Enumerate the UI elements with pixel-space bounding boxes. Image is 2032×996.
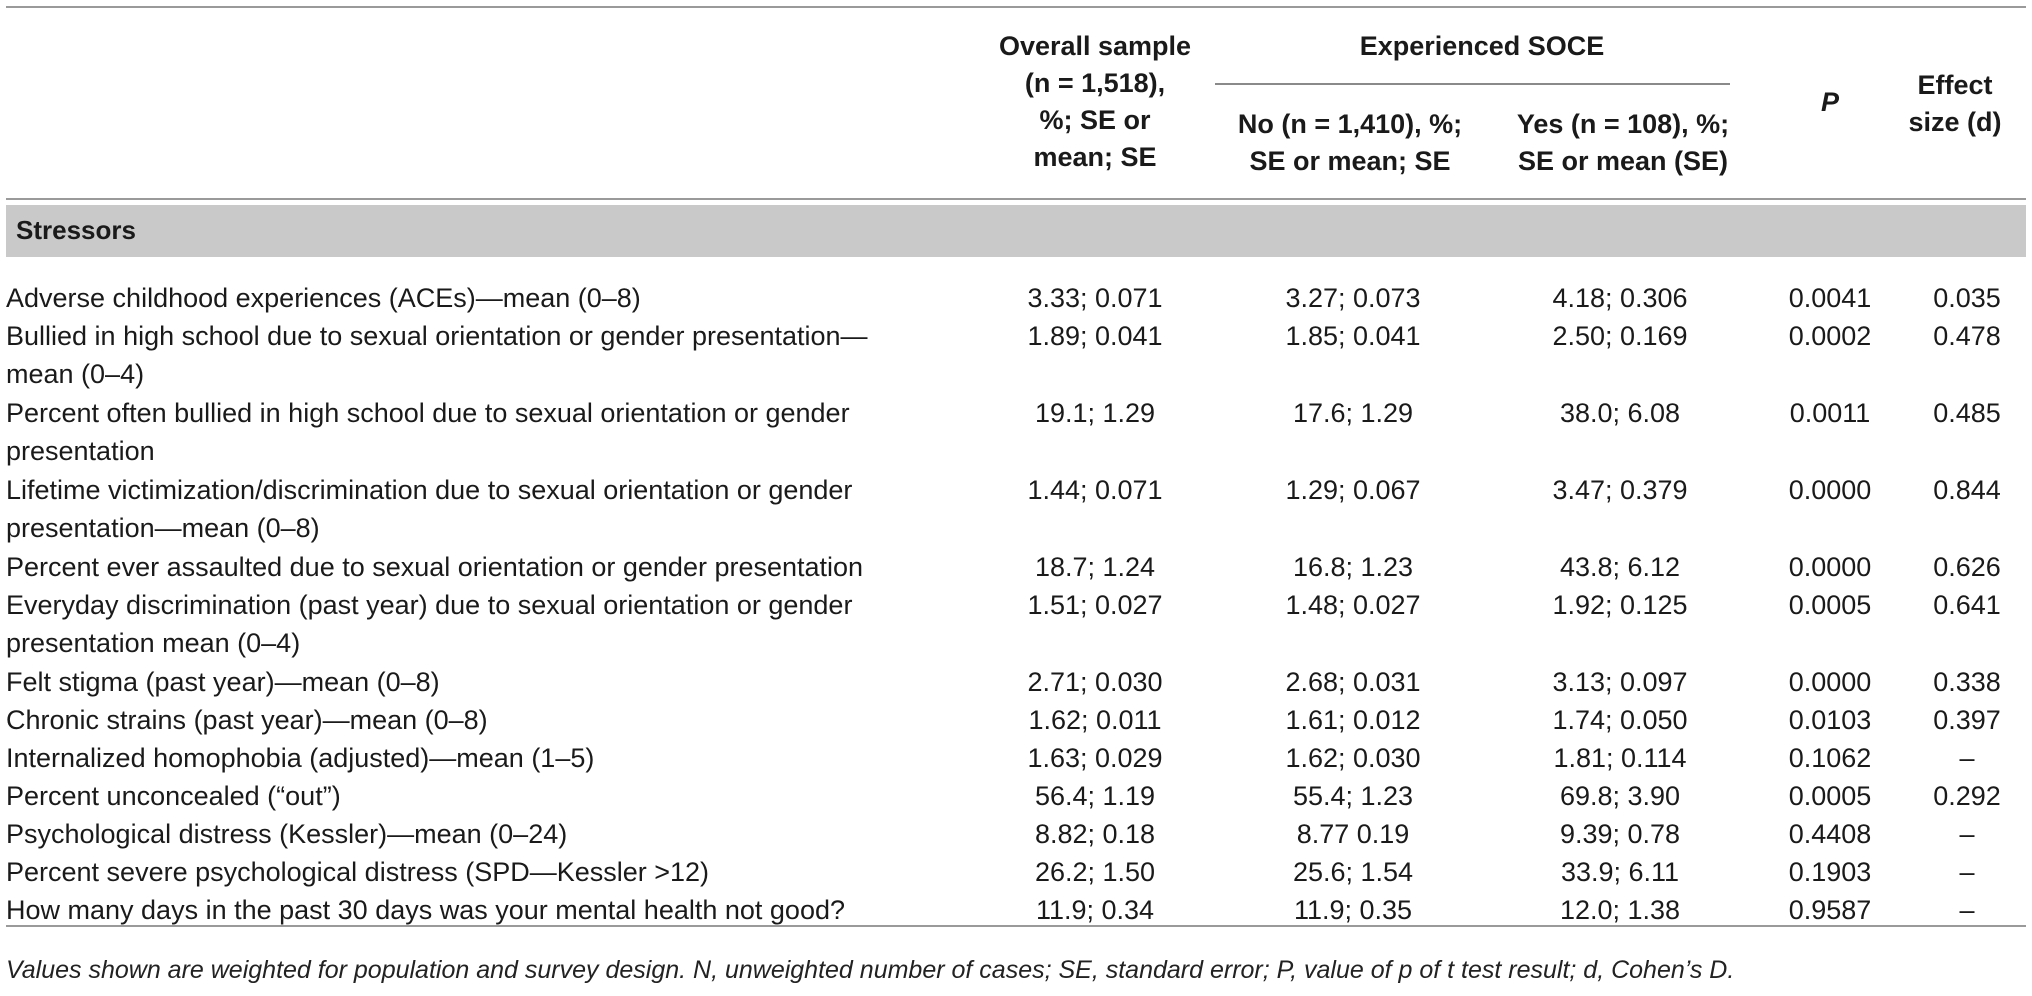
cell-yes-soce: 9.39; 0.78	[1559, 819, 1681, 849]
cell-p-value: 0.0000	[1788, 552, 1872, 582]
cell-overall: 56.4; 1.19	[1034, 781, 1156, 811]
cell-effect-size: 0.035	[1933, 283, 2001, 313]
cell-effect-size: –	[1959, 743, 1975, 773]
row-label: Internalized homophobia (adjusted)—mean …	[6, 743, 595, 773]
cell-no-soce: 2.68; 0.031	[1285, 667, 1421, 697]
row-label: Percent unconcealed (“out”)	[6, 781, 341, 811]
cell-yes-soce: 3.47; 0.379	[1552, 475, 1688, 505]
cell-p-value: 0.0041	[1788, 283, 1872, 313]
header-span-rule	[1215, 83, 1730, 85]
cell-no-soce: 1.61; 0.012	[1285, 705, 1421, 735]
cell-p-value: 0.0011	[1789, 398, 1871, 428]
cell-no-soce: 25.6; 1.54	[1292, 857, 1414, 887]
cell-overall: 2.71; 0.030	[1027, 667, 1163, 697]
cell-overall: 1.63; 0.029	[1027, 743, 1163, 773]
cell-no-soce: 1.62; 0.030	[1285, 743, 1421, 773]
cell-no-soce: 55.4; 1.23	[1292, 781, 1414, 811]
header-yes: Yes (n = 108), %; SE or mean (SE)	[1516, 109, 1730, 176]
row-label: Bullied in high school due to sexual ori…	[6, 321, 868, 389]
row-label: Felt stigma (past year)—mean (0–8)	[6, 667, 440, 697]
row-label: Everyday discrimination (past year) due …	[6, 590, 853, 658]
cell-yes-soce: 38.0; 6.08	[1559, 398, 1681, 428]
row-label: Chronic strains (past year)—mean (0–8)	[6, 705, 488, 735]
cell-overall: 1.51; 0.027	[1027, 590, 1163, 620]
cell-effect-size: 0.292	[1933, 781, 2001, 811]
cell-p-value: 0.4408	[1788, 819, 1872, 849]
cell-p-value: 0.0000	[1788, 475, 1872, 505]
table-bottom-rule	[6, 925, 2026, 927]
header-bottom-rule	[6, 198, 2026, 200]
row-label: Adverse childhood experiences (ACEs)—mea…	[6, 283, 641, 313]
cell-no-soce: 8.77 0.19	[1296, 819, 1410, 849]
cell-no-soce: 1.48; 0.027	[1285, 590, 1421, 620]
cell-p-value: 0.0005	[1788, 781, 1872, 811]
cell-effect-size: 0.397	[1933, 705, 2001, 735]
cell-yes-soce: 3.13; 0.097	[1552, 667, 1688, 697]
cell-overall: 26.2; 1.50	[1034, 857, 1156, 887]
row-label: How many days in the past 30 days was yo…	[6, 895, 845, 925]
top-rule	[6, 6, 2026, 8]
cell-yes-soce: 1.92; 0.125	[1552, 590, 1688, 620]
cell-yes-soce: 4.18; 0.306	[1552, 283, 1688, 313]
cell-effect-size: –	[1959, 857, 1975, 887]
cell-overall: 3.33; 0.071	[1027, 283, 1163, 313]
row-label: Percent ever assaulted due to sexual ori…	[6, 552, 864, 582]
row-label: Psychological distress (Kessler)—mean (0…	[6, 819, 568, 849]
cell-overall: 19.1; 1.29	[1034, 398, 1156, 428]
cell-overall: 18.7; 1.24	[1034, 552, 1156, 582]
cell-effect-size: 0.485	[1933, 398, 2001, 428]
cell-p-value: 0.0000	[1788, 667, 1872, 697]
cell-effect-size: 0.641	[1933, 590, 2001, 620]
cell-overall: 1.44; 0.071	[1027, 475, 1163, 505]
cell-overall: 1.62; 0.011	[1028, 705, 1162, 735]
cell-effect-size: –	[1959, 895, 1975, 925]
cell-effect-size: 0.844	[1933, 475, 2001, 505]
cell-yes-soce: 69.8; 3.90	[1559, 781, 1681, 811]
cell-overall: 11.9; 0.34	[1035, 895, 1155, 925]
cell-effect-size: –	[1959, 819, 1975, 849]
cell-p-value: 0.1062	[1788, 743, 1872, 773]
section-stressors: Stressors	[6, 205, 2026, 257]
header-experienced-soce: Experienced SOCE	[1359, 31, 1605, 61]
cell-no-soce: 3.27; 0.073	[1285, 283, 1421, 313]
cell-yes-soce: 1.74; 0.050	[1552, 705, 1688, 735]
cell-p-value: 0.0103	[1788, 705, 1872, 735]
header-no: No (n = 1,410), %; SE or mean; SE	[1237, 109, 1463, 176]
cell-effect-size: 0.626	[1933, 552, 2001, 582]
cell-yes-soce: 2.50; 0.169	[1552, 321, 1688, 351]
cell-no-soce: 1.29; 0.067	[1285, 475, 1421, 505]
cell-overall: 1.89; 0.041	[1027, 321, 1163, 351]
row-label: Lifetime victimization/discrimination du…	[6, 475, 853, 543]
header-overall: Overall sample (n = 1,518), %; SE or mea…	[998, 31, 1192, 172]
cell-overall: 8.82; 0.18	[1034, 819, 1156, 849]
cell-effect-size: 0.478	[1933, 321, 2001, 351]
cell-p-value: 0.9587	[1788, 895, 1872, 925]
cell-yes-soce: 33.9; 6.11	[1560, 857, 1680, 887]
cell-no-soce: 16.8; 1.23	[1292, 552, 1414, 582]
cell-no-soce: 1.85; 0.041	[1285, 321, 1421, 351]
cell-no-soce: 11.9; 0.35	[1293, 895, 1413, 925]
table-footnote: Values shown are weighted for population…	[6, 956, 1735, 984]
row-label: Percent severe psychological distress (S…	[6, 857, 710, 887]
cell-yes-soce: 12.0; 1.38	[1559, 895, 1681, 925]
cell-effect-size: 0.338	[1933, 667, 2001, 697]
cell-yes-soce: 1.81; 0.114	[1553, 743, 1687, 773]
cell-p-value: 0.1903	[1788, 857, 1872, 887]
section-title: Stressors	[16, 215, 136, 245]
header-effect-size: Effect size (d)	[1908, 70, 2002, 137]
header-p: P	[1820, 87, 1839, 117]
cell-no-soce: 17.6; 1.29	[1292, 398, 1414, 428]
cell-p-value: 0.0002	[1788, 321, 1872, 351]
cell-yes-soce: 43.8; 6.12	[1559, 552, 1681, 582]
cell-p-value: 0.0005	[1788, 590, 1872, 620]
row-label: Percent often bullied in high school due…	[6, 398, 850, 466]
